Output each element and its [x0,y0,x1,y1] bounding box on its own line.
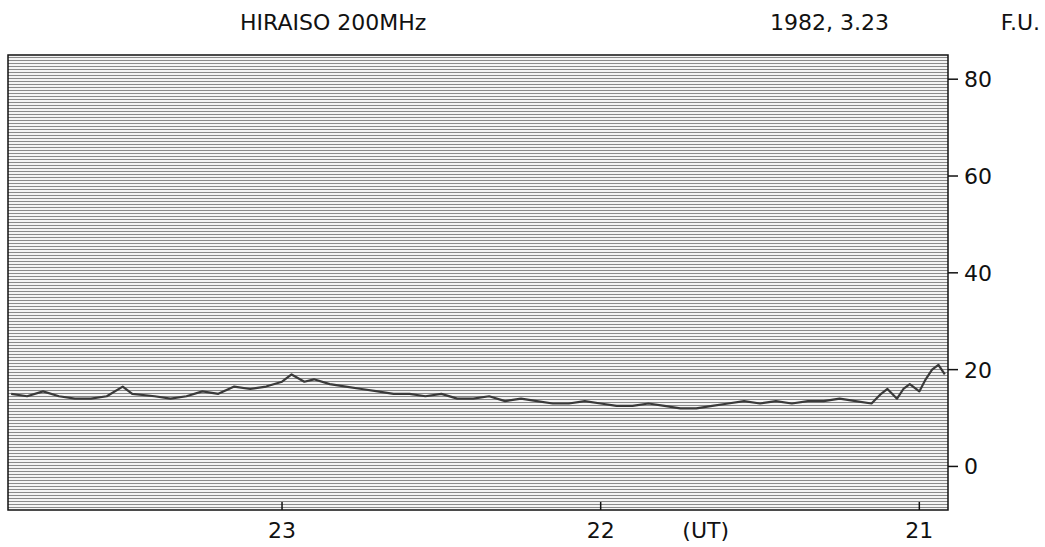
y-tick [948,369,958,371]
series-group [11,365,945,409]
y-tick-label: 80 [964,67,992,92]
x-tick [919,502,921,510]
x-tick [600,502,602,510]
x-tick-label: 23 [268,518,296,543]
y-tick-label: 20 [964,358,992,383]
y-tick-label: 60 [964,164,992,189]
y-tick-label: 0 [964,454,978,479]
y-tick [948,272,958,274]
y-axis-title: F.U. [1001,10,1040,35]
y-tick [948,466,958,468]
title: HIRAISO 200MHz [240,10,426,35]
x-axis-title: (UT) [682,518,729,543]
y-tick [948,78,958,80]
x-tick [281,502,283,510]
y-tick-label: 40 [964,261,992,286]
x-tick-label: 22 [587,518,615,543]
plot-frame [8,55,948,510]
series-line [11,365,945,409]
plot-background [8,55,948,510]
chart: 0 20 40 60 80 23 22 21 HIRAISO 200MHz 1982, 3.23 F… [0,0,1045,547]
x-tick-label: 21 [905,518,933,543]
subtitle: 1982, 3.23 [770,10,889,35]
y-tick [948,175,958,177]
